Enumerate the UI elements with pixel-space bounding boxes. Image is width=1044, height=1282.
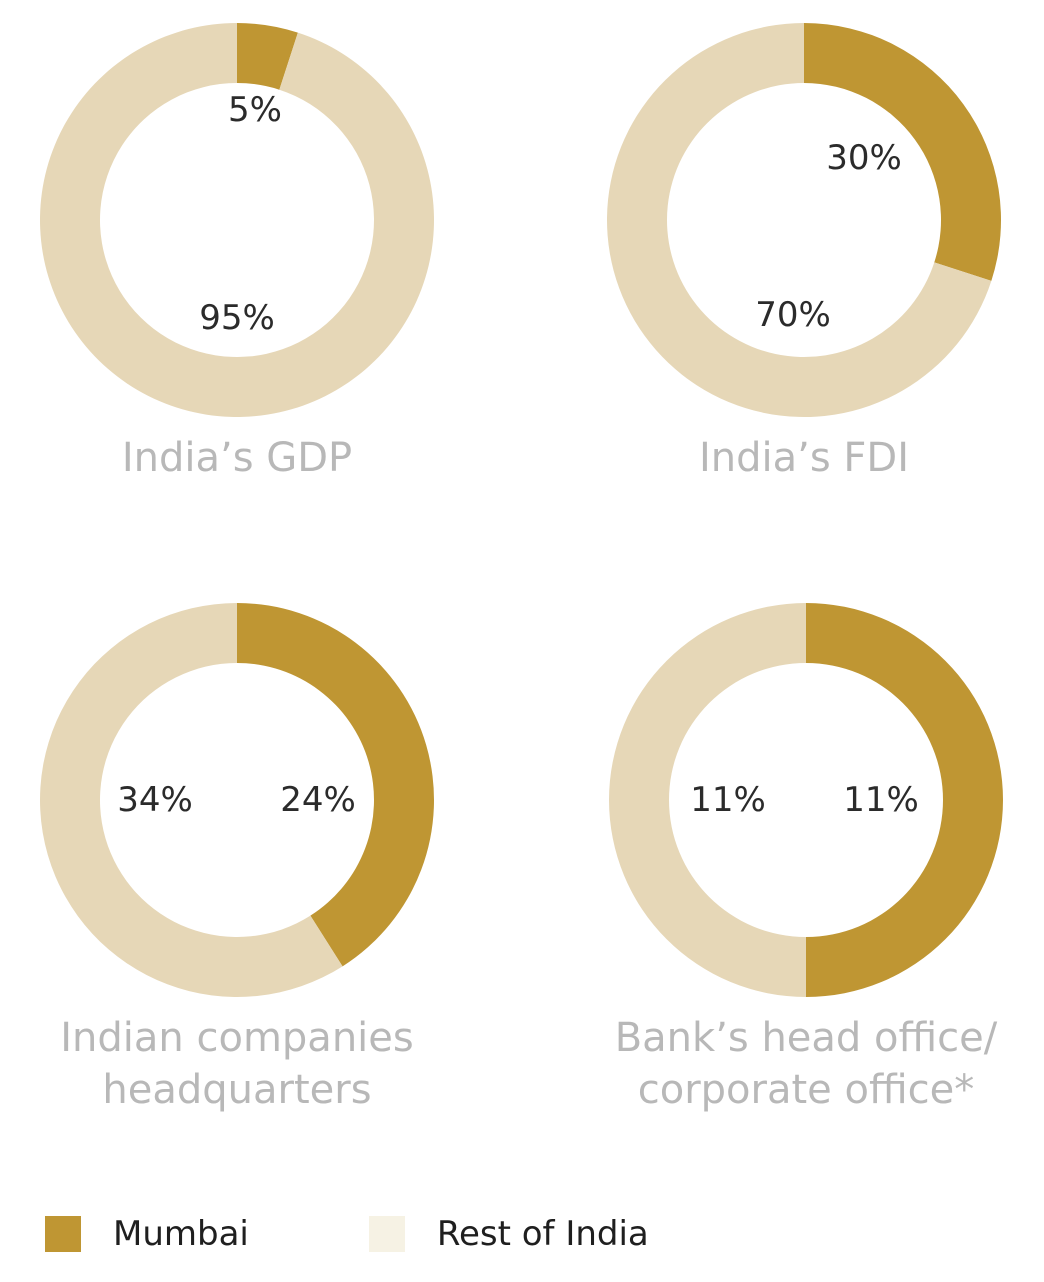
donut-slice-rest-of-india: [40, 23, 435, 418]
chart-title-line-1: Bank’s head office/: [615, 1015, 998, 1061]
chart-title-line-2: headquarters: [102, 1067, 371, 1113]
chart-title-line-2: corporate office*: [638, 1067, 974, 1113]
donut-chart-2: 30% 70% India’s FDI: [607, 23, 1001, 481]
donut-chart-3: 24% 34% Indian companies headquarters: [40, 603, 435, 1113]
legend-label-rest-of-india: Rest of India: [436, 1214, 649, 1254]
slice-label-mumbai: 24%: [280, 780, 356, 820]
legend-label-mumbai: Mumbai: [113, 1214, 249, 1254]
chart-title: India’s GDP: [122, 435, 352, 481]
legend-swatch-rest-of-india: [368, 1216, 405, 1252]
slice-label-rest-of-india: 95%: [199, 298, 275, 338]
legend-swatch-mumbai: [45, 1216, 81, 1252]
legend: Mumbai Rest of India: [45, 1210, 649, 1258]
slice-label-rest-of-india: 70%: [755, 295, 831, 335]
legend-item-rest-of-india: Rest of India: [368, 1214, 649, 1254]
donut-slice-mumbai: [237, 23, 298, 90]
slice-label-mumbai: 5%: [228, 90, 282, 130]
donut-chart-4: 11% 11% Bank’s head office/corporate offic…: [609, 603, 1003, 1113]
slice-label-mumbai: 30%: [826, 138, 902, 178]
chart-title-line-1: Indian companies: [60, 1015, 413, 1061]
chart-title: India’s FDI: [699, 435, 909, 481]
slice-label-mumbai: 11%: [843, 780, 919, 820]
slice-label-rest-of-india: 11%: [690, 780, 766, 820]
donut-slice-mumbai: [804, 23, 1001, 281]
donut-slice-mumbai: [237, 603, 435, 967]
donut-slice-rest-of-india: [609, 603, 806, 997]
donut-slice-rest-of-india: [607, 23, 992, 418]
slice-label-rest-of-india: 34%: [117, 780, 193, 820]
donut-slice-rest-of-india: [40, 603, 343, 997]
donut-chart-1: 5% 95% India’s GDP: [40, 23, 435, 481]
legend-item-mumbai: Mumbai: [45, 1214, 249, 1254]
donut-slice-mumbai: [806, 603, 1003, 997]
